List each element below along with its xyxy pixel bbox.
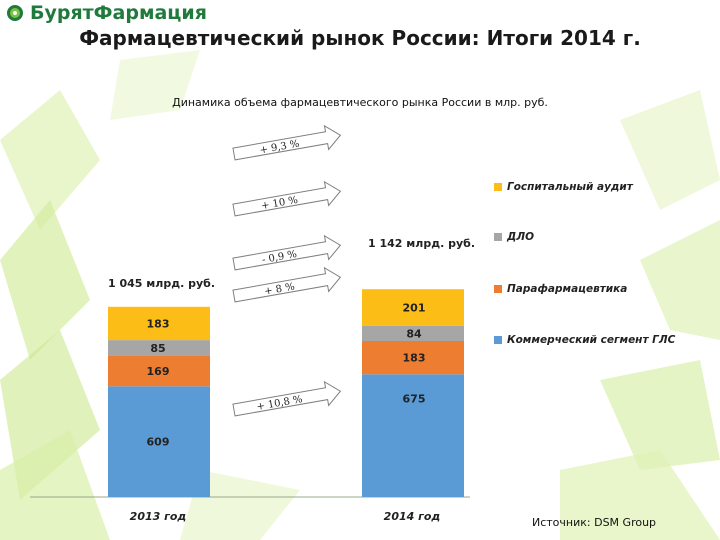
legend-swatch	[494, 183, 502, 191]
total-growth-label: + 9,3 %	[259, 139, 300, 157]
logo-emblem-icon	[7, 5, 23, 21]
commercial-growth-arrow	[232, 380, 342, 417]
data-label: 183	[403, 352, 426, 365]
data-label: 183	[147, 318, 170, 331]
logo-text: БурятФармация	[30, 2, 207, 24]
total-label: 1 045 млрд. руб.	[108, 277, 215, 290]
bar-segment-1-2	[108, 355, 210, 387]
legend-swatch	[494, 233, 502, 241]
bar-segment-1-4	[108, 306, 210, 341]
hospital-growth-arrow	[232, 180, 342, 217]
data-label: 84	[406, 327, 422, 340]
data-label: 169	[147, 365, 170, 378]
legend-label: Госпитальный аудит	[507, 181, 634, 193]
data-label: 201	[403, 302, 426, 315]
bar-segment-1-1	[108, 386, 210, 497]
brand-logo: БурятФармация	[6, 2, 207, 24]
chart-title: Динамика объема фармацевтического рынка …	[172, 96, 548, 109]
bar-segment-2-1	[362, 374, 464, 497]
page-title: Фармацевтический рынок России: Итоги 201…	[79, 26, 641, 50]
legend-label: ДЛО	[506, 231, 534, 243]
parapharm-growth-arrow	[232, 266, 342, 303]
dlo-growth-label: - 0,9 %	[261, 249, 298, 266]
legend-label: Парафармацевтика	[507, 283, 627, 295]
bar-segment-1-3	[108, 340, 210, 356]
bar-segment-2-2	[362, 341, 464, 375]
data-label: 609	[147, 436, 170, 449]
total-growth-arrow	[232, 124, 342, 161]
legend-swatch	[494, 336, 502, 344]
parapharm-growth-label: + 8 %	[264, 281, 296, 297]
dlo-growth-arrow	[232, 234, 342, 271]
legend-label: Коммерческий сегмент ГЛС	[507, 334, 676, 346]
total-label: 1 142 млрд. руб.	[368, 237, 475, 250]
category-label: 2014 год	[384, 510, 441, 523]
bar-segment-2-3	[362, 325, 464, 341]
source-note: Источник: DSM Group	[532, 516, 657, 529]
data-label: 85	[150, 342, 165, 355]
bar-segment-2-4	[362, 289, 464, 326]
hospital-growth-label: + 10 %	[260, 195, 298, 212]
category-label: 2013 год	[130, 510, 187, 523]
data-label: 675	[403, 392, 426, 405]
legend-swatch	[494, 285, 502, 293]
